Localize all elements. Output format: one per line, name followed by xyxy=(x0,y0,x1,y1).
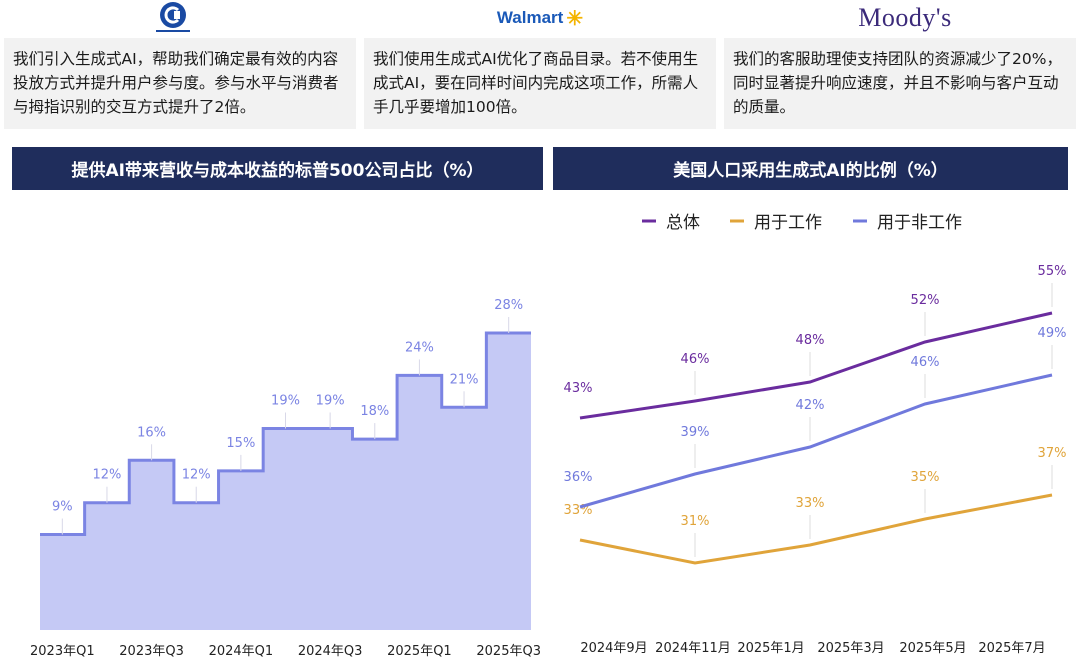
quote-box-1: 我们引入生成式AI，帮助我们确定最有效的内容投放方式并提升用户参与度。参与水平与… xyxy=(4,38,356,129)
left-chart-title: 提供AI带来营收与成本收益的标普500公司占比（%） xyxy=(12,147,543,190)
data-label: 33% xyxy=(796,496,825,511)
data-label: 46% xyxy=(681,352,710,367)
company-logo-icon xyxy=(148,0,198,36)
data-label: 9% xyxy=(52,500,73,515)
x-tick-label: 2024年Q3 xyxy=(298,644,363,659)
data-label: 43% xyxy=(564,381,593,396)
data-label: 18% xyxy=(360,404,389,419)
data-label: 16% xyxy=(137,425,166,440)
area-line xyxy=(40,331,531,537)
series-line-1 xyxy=(579,311,1053,420)
data-label: 46% xyxy=(911,355,940,370)
data-label: 15% xyxy=(226,436,255,451)
data-label: 12% xyxy=(182,468,211,483)
area-fill xyxy=(40,333,531,630)
quote-box-walmart: 我们使用生成式AI优化了商品目录。若不使用生成式AI，要在同样时间内完成这项工作… xyxy=(364,38,716,129)
quote-box-moodys: 我们的客服助理使支持团队的资源减少了20%，同时显著提升响应速度，并且不影响与客… xyxy=(724,38,1076,129)
series-line-2 xyxy=(579,493,1053,565)
moodys-logo-text: Moody's xyxy=(858,3,952,32)
x-tick-label: 2024年11月 xyxy=(655,641,731,656)
x-tick-label: 2025年3月 xyxy=(817,641,884,656)
data-label: 48% xyxy=(796,333,825,348)
x-tick-label: 2025年Q3 xyxy=(476,644,541,659)
x-tick-label: 2025年5月 xyxy=(899,641,966,656)
x-tick-label: 2025年7月 xyxy=(978,641,1045,656)
series-line-3 xyxy=(579,373,1053,509)
data-label: 36% xyxy=(564,470,593,485)
data-label: 24% xyxy=(405,340,434,355)
data-label: 31% xyxy=(681,514,710,529)
x-tick-label: 2025年1月 xyxy=(737,641,804,656)
x-tick-label: 2024年9月 xyxy=(580,641,647,656)
walmart-spark-icon: ✳ xyxy=(566,7,584,30)
data-label: 52% xyxy=(911,293,940,308)
right-chart-title: 美国人口采用生成式AI的比例（%） xyxy=(553,147,1068,190)
data-label: 28% xyxy=(494,298,523,313)
data-label: 35% xyxy=(911,470,940,485)
data-label: 42% xyxy=(796,398,825,413)
x-tick-label: 2024年Q1 xyxy=(209,644,274,659)
legend-label: 总体 xyxy=(666,213,700,233)
legend-label: 用于工作 xyxy=(754,213,822,233)
walmart-logo: Walmart ✳ xyxy=(485,0,595,36)
x-tick-label: 2025年Q1 xyxy=(387,644,452,659)
data-label: 39% xyxy=(681,425,710,440)
x-tick-label: 2023年Q1 xyxy=(30,644,95,659)
data-label: 49% xyxy=(1038,326,1067,341)
data-label: 19% xyxy=(271,393,300,408)
data-label: 12% xyxy=(93,468,122,483)
moodys-logo: Moody's xyxy=(840,0,970,36)
data-label: 37% xyxy=(1038,446,1067,461)
data-label: 55% xyxy=(1038,264,1067,279)
data-label: 19% xyxy=(316,393,345,408)
x-tick-label: 2023年Q3 xyxy=(119,644,184,659)
legend-label: 用于非工作 xyxy=(877,213,962,233)
data-label: 21% xyxy=(450,372,479,387)
walmart-logo-text: Walmart xyxy=(496,8,564,27)
